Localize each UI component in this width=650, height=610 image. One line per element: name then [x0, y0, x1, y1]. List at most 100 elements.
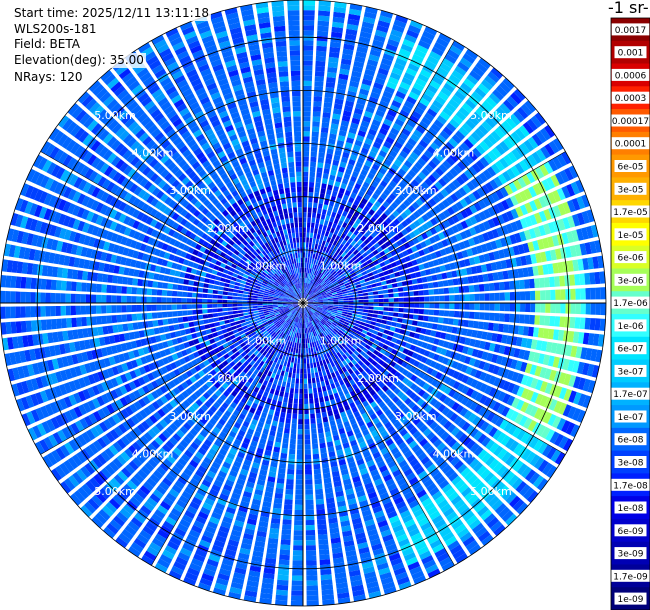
ray-gate	[217, 530, 229, 539]
ray-gate	[386, 372, 394, 380]
ray-gate	[340, 520, 351, 527]
ray-gate	[346, 335, 352, 341]
ray-gate	[454, 479, 466, 490]
ray-gate	[353, 166, 361, 174]
ray-gate	[495, 239, 503, 249]
ray-gate	[429, 398, 438, 407]
ray-gate	[294, 520, 303, 526]
ray-gate	[364, 367, 371, 374]
ray-gate	[402, 39, 415, 48]
ray-gate	[542, 264, 549, 275]
ray-gate	[469, 303, 475, 310]
ray-gate	[530, 115, 542, 128]
ray-gate	[514, 413, 524, 425]
ray-gate	[444, 185, 453, 195]
ray-gate	[546, 465, 558, 479]
ray-gate	[318, 286, 323, 291]
ray-gate	[363, 231, 370, 238]
ray-gate	[101, 434, 111, 446]
ray-gate	[188, 353, 195, 361]
ray-gate	[474, 392, 483, 402]
ray-gate	[447, 206, 455, 216]
ray-gate	[319, 559, 331, 566]
ray-gate	[417, 315, 424, 321]
ray-gate	[272, 451, 280, 458]
ray-gate	[382, 201, 390, 209]
ray-gate	[328, 333, 334, 338]
ray-gate	[213, 347, 220, 354]
ray-gate	[340, 156, 349, 164]
ray-gate	[30, 393, 39, 407]
ray-gate	[437, 202, 446, 211]
ray-gate	[331, 547, 343, 554]
ray-gate	[585, 303, 591, 315]
ray-gate	[327, 507, 337, 514]
ray-gate	[328, 249, 333, 255]
ray-gate	[280, 370, 285, 377]
ray-gate	[416, 277, 423, 284]
ray-gate	[305, 484, 313, 490]
ray-gate	[312, 297, 318, 300]
ray-gate	[313, 319, 317, 325]
ray-gate	[388, 298, 394, 302]
ray-gate	[315, 498, 325, 505]
ray-gate	[513, 460, 524, 472]
ray-gate	[331, 372, 336, 379]
ray-gate	[257, 525, 268, 533]
ray-gate	[409, 303, 415, 308]
ray-gate	[385, 506, 396, 515]
ray-gate	[411, 53, 424, 64]
ray-gate	[296, 368, 300, 374]
ray-gate	[59, 462, 71, 476]
ray-gate	[271, 361, 277, 368]
ray-gate	[442, 106, 454, 117]
ray-gate	[320, 406, 327, 413]
ray-gate	[320, 354, 325, 361]
ray-gate	[589, 318, 596, 331]
ray-gate	[304, 439, 311, 445]
ray-gate	[278, 396, 284, 402]
ray-gate	[350, 240, 357, 247]
ray-gate	[273, 357, 279, 363]
ray-gate	[417, 546, 430, 556]
ray-gate	[529, 290, 536, 301]
ray-gate	[364, 360, 371, 367]
ray-gate	[411, 110, 422, 120]
ray-gate	[145, 417, 154, 427]
ray-gate	[204, 497, 215, 506]
ray-gate	[460, 209, 469, 219]
ray-gate	[232, 524, 243, 533]
ray-gate	[466, 181, 476, 191]
ray-gate	[276, 336, 281, 342]
ray-gate	[329, 316, 335, 321]
ray-gate	[448, 378, 456, 387]
ray-gate	[278, 564, 290, 571]
ray-gate	[310, 292, 315, 297]
ray-gate	[318, 539, 329, 545]
ray-gate	[397, 265, 404, 271]
ray-gate	[408, 91, 420, 101]
ray-gate	[200, 404, 209, 412]
ray-gate	[418, 139, 429, 149]
ray-gate	[291, 309, 296, 314]
ray-gate	[168, 488, 180, 498]
ray-gate	[469, 338, 476, 347]
ray-gate	[297, 444, 303, 450]
ray-gate	[300, 307, 302, 313]
ray-gate	[323, 168, 330, 175]
ray-gate	[401, 190, 409, 199]
ray-gate	[417, 284, 424, 290]
ray-gate	[396, 215, 404, 223]
ray-gate	[472, 275, 479, 283]
ray-gate	[129, 370, 137, 379]
ray-gate	[333, 229, 339, 236]
ray-gate	[470, 390, 479, 400]
ray-gate	[312, 296, 317, 299]
ray-gate	[308, 242, 312, 248]
ray-gate	[316, 40, 328, 47]
ray-gate	[410, 272, 417, 279]
ray-gate	[399, 270, 406, 276]
ray-gate	[383, 311, 389, 316]
ray-gate	[227, 406, 235, 414]
ray-gate	[305, 288, 308, 294]
